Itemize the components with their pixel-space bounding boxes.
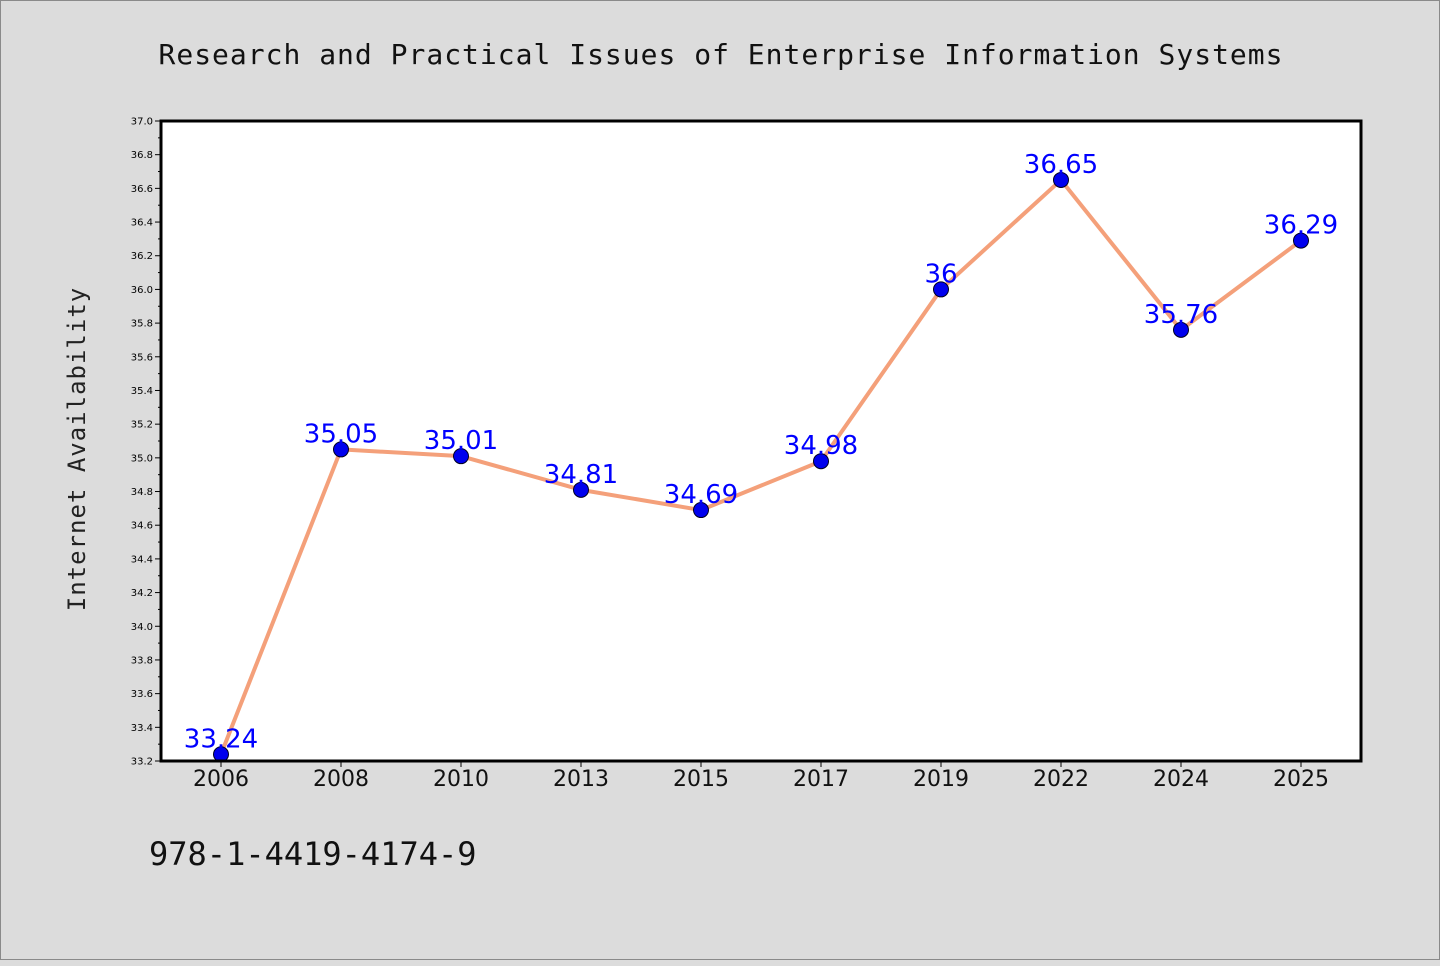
data-label: 35.05: [304, 419, 378, 449]
y-tick-label: 33.4: [131, 723, 153, 734]
data-point: [1053, 171, 1069, 188]
plot-area: [161, 121, 1361, 761]
y-tick-label: 36.2: [131, 251, 153, 262]
data-point: [453, 448, 469, 465]
plot-frame: [159, 119, 1363, 763]
y-tick-label: 35.4: [131, 386, 153, 397]
chart-title: Research and Practical Issues of Enterpr…: [158, 38, 1283, 71]
data-point: [573, 481, 589, 498]
y-axis-label: Internet Availability: [63, 287, 91, 611]
data-label: 36.65: [1024, 150, 1098, 180]
y-tick-label: 33.2: [131, 757, 153, 768]
y-tick-label: 36.8: [131, 150, 153, 161]
y-tick-label: 33.6: [131, 689, 153, 700]
data-point: [693, 502, 709, 519]
data-label: 36.29: [1264, 211, 1338, 241]
y-tick-label: 35.2: [131, 420, 153, 431]
data-label: 33.24: [184, 724, 258, 754]
data-label: 34.81: [544, 460, 618, 490]
y-tick-label: 34.2: [131, 588, 153, 599]
x-tick-label: 2008: [313, 767, 369, 792]
y-axis: 33.2 33.4 33.6 33.8 34.0 34.2 34.4 34.6 34.8 35.0…: [131, 117, 161, 768]
data-point: [333, 441, 349, 458]
x-tick-label: 2013: [553, 767, 609, 792]
y-tick-label: 36.0: [131, 285, 153, 296]
data-point: [813, 453, 829, 470]
data-point: [1173, 321, 1189, 338]
data-point: [933, 281, 949, 298]
data-label: 34.98: [784, 431, 858, 461]
x-tick-label: 2025: [1273, 767, 1329, 792]
x-tick-label: 2024: [1153, 767, 1209, 792]
x-tick-label: 2017: [793, 767, 849, 792]
x-tick-label: 2019: [913, 767, 969, 792]
x-axis: 2006 2008 2010 2013 2015 2017 2019 2022 2024 2025: [193, 761, 1329, 792]
y-tick-label: 35.8: [131, 319, 153, 330]
y-tick-label: 34.6: [131, 521, 153, 532]
x-tick-label: 2006: [193, 767, 249, 792]
data-point: [1293, 232, 1309, 249]
y-tick-label: 33.8: [131, 655, 153, 666]
y-tick-label: 37.0: [131, 117, 153, 128]
data-label: 36: [924, 259, 957, 289]
data-label: 34.69: [664, 480, 738, 510]
y-tick-label: 34.0: [131, 622, 153, 633]
x-tick-label: 2015: [673, 767, 729, 792]
y-tick-label: 34.4: [131, 554, 153, 565]
series-line: [219, 177, 1303, 755]
y-tick-label: 36.6: [131, 184, 153, 195]
footer-isbn: 978-1-4419-4174-9: [149, 835, 477, 873]
y-tick-label: 35.0: [131, 453, 153, 464]
series-group: 33.24 35.05 35.01 34.81 34.69 34.98 36 36.65 35.…: [184, 150, 1338, 763]
y-tick-label: 35.6: [131, 352, 153, 363]
y-tick-label: 34.8: [131, 487, 153, 498]
x-tick-label: 2022: [1033, 767, 1089, 792]
data-label: 35.01: [424, 426, 498, 456]
data-label: 35.76: [1144, 300, 1218, 330]
y-tick-label: 36.4: [131, 218, 153, 229]
x-tick-label: 2010: [433, 767, 489, 792]
